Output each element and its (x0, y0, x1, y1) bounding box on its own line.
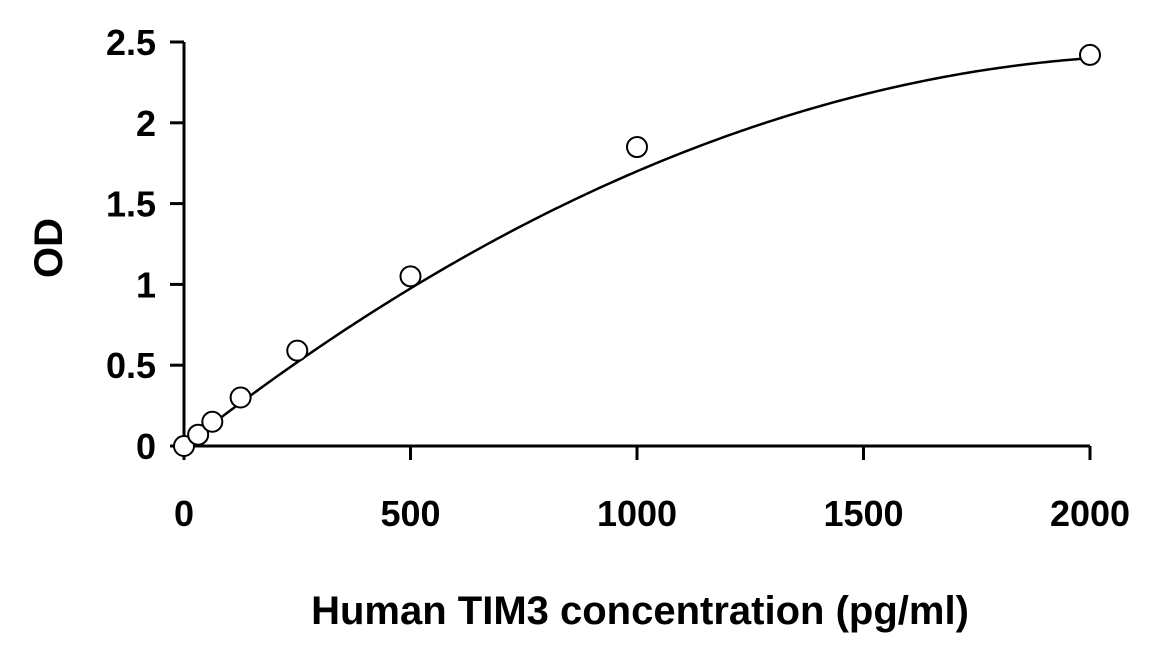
x-tick-label: 500 (380, 493, 440, 534)
data-point (286, 339, 309, 362)
ticks: 0 0.5 1 1.5 2 2.5 0 500 1000 1500 2000 (106, 22, 1130, 534)
data-points (173, 43, 1101, 457)
data-point (399, 265, 422, 288)
data-point (1079, 43, 1101, 66)
x-axis-title: Human TIM3 concentration (pg/ml) (311, 589, 969, 633)
y-tick-label: 1 (136, 264, 156, 305)
x-tick-label: 2000 (1050, 493, 1130, 534)
fit-curve-layer (183, 56, 1091, 447)
y-tick-label: 1.5 (106, 184, 156, 225)
y-tick-label: 2 (136, 103, 156, 144)
x-tick-label: 0 (174, 493, 194, 534)
y-axis-title: OD (27, 218, 71, 278)
y-tick-label: 0 (136, 426, 156, 467)
data-point (201, 410, 224, 433)
x-tick-label: 1000 (597, 493, 677, 534)
data-point (173, 435, 195, 457)
data-point (187, 423, 210, 446)
data-point (626, 136, 648, 159)
y-tick-label: 2.5 (106, 22, 156, 63)
axes (182, 42, 1090, 448)
data-point (229, 386, 252, 409)
x-tick-label: 1500 (823, 493, 903, 534)
y-tick-label: 0.5 (106, 345, 156, 386)
fit-curve (183, 56, 1091, 447)
